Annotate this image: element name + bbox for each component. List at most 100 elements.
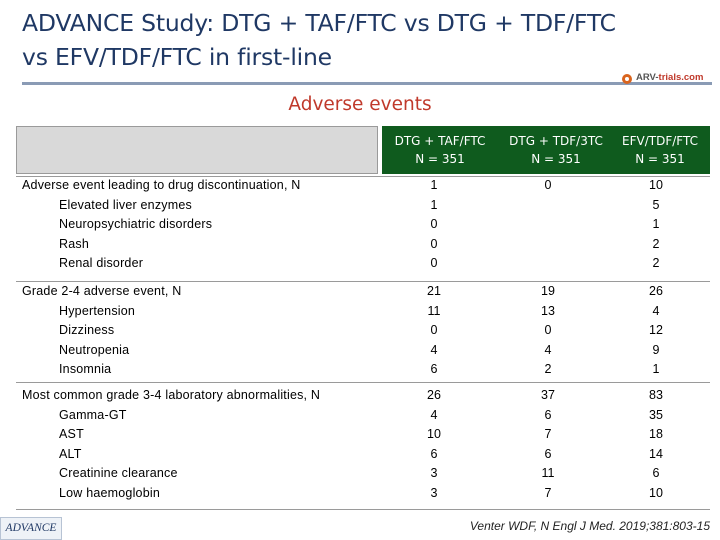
row-label: Elevated liver enzymes: [59, 197, 192, 212]
cell-value: 2: [544, 362, 552, 376]
cell-value: 0: [430, 323, 438, 337]
row-label: Adverse event leading to drug discontinu…: [22, 178, 301, 192]
column-header-dtg-taf-ftc: DTG + TAF/FTC N = 351: [382, 126, 498, 174]
section-divider: [16, 281, 710, 282]
column-name: DTG + TAF/FTC: [394, 134, 486, 148]
cell-value: 7: [544, 485, 552, 500]
cell-value: 11: [427, 303, 441, 318]
cell-value: 6: [544, 407, 552, 422]
column-name: EFV/TDF/FTC: [622, 134, 698, 148]
cell-value: 6: [652, 466, 660, 480]
citation: Venter WDF, N Engl J Med. 2019;381:803-1…: [469, 519, 710, 533]
cell-value: 9: [652, 342, 660, 357]
table-row: Neuropsychiatric disorders 0 1: [16, 217, 710, 237]
cell-value: 1: [652, 217, 660, 231]
cell-value: 6: [430, 362, 438, 376]
cell-value: 2: [652, 256, 660, 270]
table-row: Grade 2-4 adverse event, N 21 19 26: [16, 284, 710, 304]
cell-value: 0: [544, 323, 552, 337]
cell-value: 10: [649, 485, 663, 500]
cell-value: 6: [430, 446, 438, 461]
section-divider: [16, 176, 710, 177]
row-label: Insomnia: [59, 362, 112, 376]
section-grade-2-4: Grade 2-4 adverse event, N 21 19 26 Hype…: [16, 284, 710, 382]
cell-value: 3: [430, 466, 438, 480]
table-row: Most common grade 3-4 laboratory abnorma…: [16, 388, 710, 408]
cell-value: 19: [541, 284, 555, 298]
title-divider: [22, 82, 712, 85]
row-label: Neutropenia: [59, 342, 130, 357]
section-lab-abnormalities: Most common grade 3-4 laboratory abnorma…: [16, 388, 710, 505]
cell-value: 4: [652, 303, 660, 318]
cell-value: 11: [541, 466, 555, 480]
row-label: Most common grade 3-4 laboratory abnorma…: [22, 388, 321, 402]
slide-title-line2: vs EFV/TDF/FTC in first-line: [22, 43, 332, 71]
table-row: Low haemoglobin 3 7 10: [16, 486, 710, 506]
row-label: Grade 2-4 adverse event, N: [22, 284, 182, 298]
arv-trials-logo: ARV-trials.com: [622, 72, 714, 88]
cell-value: 7: [544, 427, 552, 441]
cell-value: 4: [430, 342, 438, 357]
cell-value: 10: [649, 178, 663, 192]
row-label: AST: [59, 427, 84, 441]
cell-value: 1: [430, 197, 438, 212]
cell-value: 83: [649, 388, 663, 402]
column-n: N = 351: [635, 152, 685, 166]
cell-value: 6: [544, 446, 552, 461]
cell-value: 26: [427, 388, 441, 402]
row-label: ALT: [59, 446, 82, 461]
table-row: Elevated liver enzymes 1 5: [16, 198, 710, 218]
cell-value: 1: [652, 362, 660, 376]
cell-value: 0: [430, 217, 438, 231]
column-n: N = 351: [415, 152, 465, 166]
table-row: Renal disorder 0 2: [16, 256, 710, 276]
table-row: Hypertension 11 13 4: [16, 304, 710, 324]
table-bottom-border: [16, 509, 710, 510]
cell-value: 2: [652, 236, 660, 251]
row-label: Renal disorder: [59, 256, 144, 270]
advance-footer-badge: ADVANCE: [0, 517, 62, 540]
section-subtitle: Adverse events: [288, 94, 432, 115]
row-label: Neuropsychiatric disorders: [59, 217, 213, 231]
adverse-events-table: DTG + TAF/FTC N = 351 DTG + TDF/3TC N = …: [16, 126, 710, 510]
slide-title: ADVANCE Study: DTG + TAF/FTC vs DTG + TD…: [22, 6, 622, 74]
row-label: Gamma-GT: [59, 407, 127, 422]
cell-value: 37: [541, 388, 555, 402]
section-divider: [16, 382, 710, 383]
table-header-blank: [16, 126, 378, 174]
cell-value: 18: [649, 427, 663, 441]
row-label: Hypertension: [59, 303, 136, 318]
column-n: N = 351: [531, 152, 581, 166]
table-row: Gamma-GT 4 6 35: [16, 408, 710, 428]
table-row: Rash 0 2: [16, 237, 710, 257]
table-row: AST 10 7 18: [16, 427, 710, 447]
logo-text: ARV-trials.com: [636, 72, 704, 83]
cell-value: 1: [430, 178, 438, 192]
cell-value: 4: [544, 342, 552, 357]
table-row: Dizziness 0 0 12: [16, 323, 710, 343]
column-name: DTG + TDF/3TC: [509, 134, 603, 148]
cell-value: 13: [541, 303, 555, 318]
row-label: Creatinine clearance: [59, 466, 178, 480]
section-discontinuation: Adverse event leading to drug discontinu…: [16, 178, 710, 276]
table-row: Insomnia 6 2 1: [16, 362, 710, 382]
table-row: Neutropenia 4 4 9: [16, 343, 710, 363]
cell-value: 14: [649, 446, 663, 461]
cell-value: 3: [430, 485, 438, 500]
cell-value: 4: [430, 407, 438, 422]
column-header-dtg-tdf-3tc: DTG + TDF/3TC N = 351: [498, 126, 614, 174]
cell-value: 0: [430, 236, 438, 251]
cell-value: 0: [544, 178, 552, 192]
cell-value: 10: [427, 427, 441, 441]
table-row: Adverse event leading to drug discontinu…: [16, 178, 710, 198]
cell-value: 26: [649, 284, 663, 298]
slide-title-line1: ADVANCE Study: DTG + TAF/FTC vs DTG + TD…: [22, 9, 616, 37]
table-row: Creatinine clearance 3 11 6: [16, 466, 710, 486]
cell-value: 35: [649, 407, 663, 422]
row-label: Rash: [59, 236, 89, 251]
cell-value: 5: [652, 197, 660, 212]
row-label: Low haemoglobin: [59, 485, 160, 500]
logo-globe-icon: [622, 74, 632, 84]
cell-value: 12: [649, 323, 663, 337]
cell-value: 0: [430, 256, 438, 270]
